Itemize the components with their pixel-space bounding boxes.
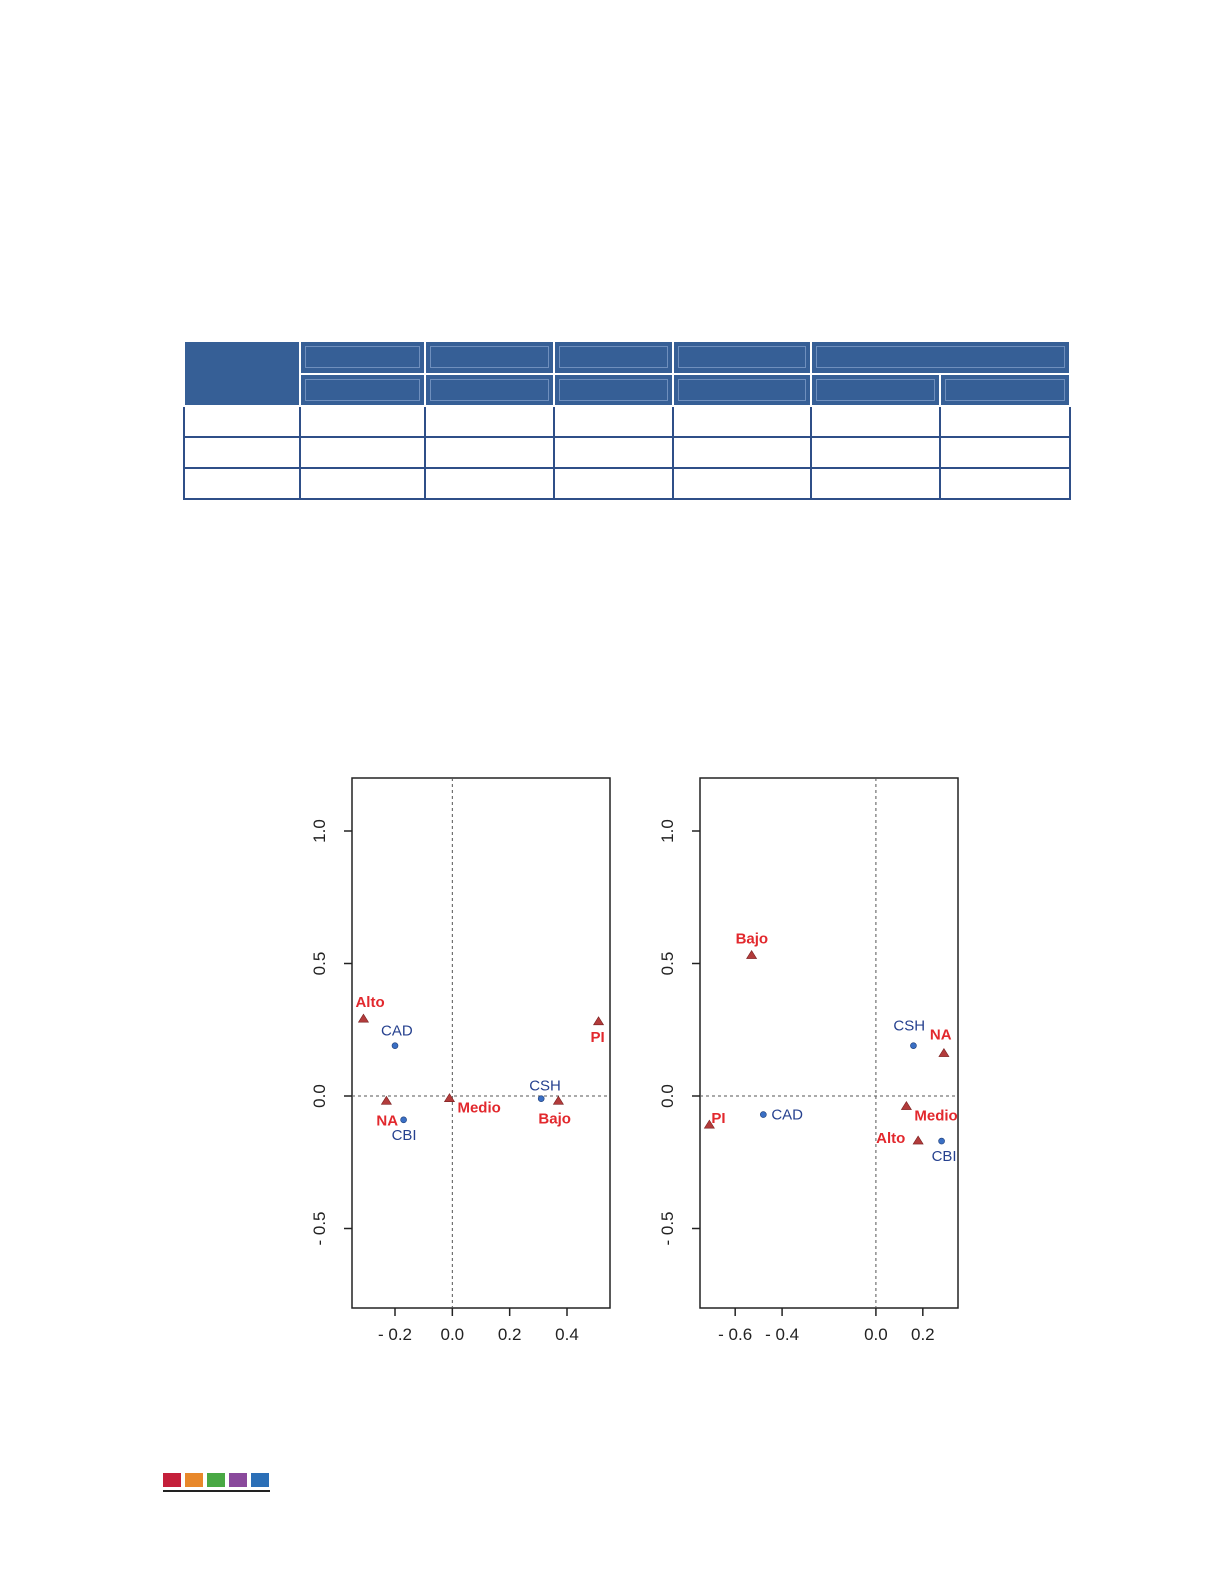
x-tick-label: 0.2 <box>498 1325 522 1344</box>
point-label: CAD <box>381 1023 413 1040</box>
point-medio <box>444 1094 454 1102</box>
chart-panel-1: - 0.2 0.0 0.2 0.4- 0.50.00.51.0AltoNAMedioB… <box>310 778 610 1344</box>
plot-frame <box>700 778 958 1308</box>
x-tick-label: 0.2 <box>911 1325 935 1344</box>
point-cad <box>392 1043 398 1049</box>
y-tick-label: - 0.5 <box>658 1211 677 1245</box>
point-label: PI <box>711 1110 725 1127</box>
footer-square <box>207 1473 225 1487</box>
footer-square <box>229 1473 247 1487</box>
x-tick-label: - 0.4 <box>765 1325 799 1344</box>
point-label: CBI <box>932 1148 957 1165</box>
point-label: CSH <box>529 1078 561 1095</box>
point-medio <box>901 1102 911 1110</box>
point-cbi <box>939 1138 945 1144</box>
plot-frame <box>352 778 610 1308</box>
point-label: Medio <box>914 1108 957 1125</box>
footer-square <box>251 1473 269 1487</box>
point-csh <box>910 1043 916 1049</box>
footer-rule <box>163 1490 270 1492</box>
x-tick-label: - 0.6 <box>718 1325 752 1344</box>
y-tick-label: 0.0 <box>658 1084 677 1108</box>
chart-panel-2: - 0.6 - 0.4 0.0 0.2 - 0.5 0.0 0.5 1.0 Bajo NA Medi… <box>658 778 958 1344</box>
point-cad <box>760 1112 766 1118</box>
point-na <box>939 1049 949 1057</box>
y-tick-label: 0.0 <box>310 1084 329 1108</box>
footer-square <box>163 1473 181 1487</box>
point-csh <box>538 1096 544 1102</box>
point-cbi <box>401 1117 407 1123</box>
point-label: CAD <box>771 1107 803 1124</box>
x-tick-label: - 0.2 <box>378 1325 412 1344</box>
point-alto <box>358 1014 368 1022</box>
y-tick-label: 1.0 <box>310 819 329 843</box>
point-label: Bajo <box>538 1110 571 1127</box>
y-tick-label: 1.0 <box>658 819 677 843</box>
point-label: Alto <box>876 1130 905 1147</box>
point-alto <box>913 1136 923 1144</box>
y-tick-label: 0.5 <box>310 952 329 976</box>
point-label: CBI <box>392 1127 417 1144</box>
point-label: Bajo <box>736 931 769 948</box>
point-bajo <box>747 951 757 959</box>
point-label: PI <box>591 1029 605 1046</box>
y-tick-label: - 0.5 <box>310 1211 329 1245</box>
y-tick-label: 0.5 <box>658 952 677 976</box>
point-label: Medio <box>457 1100 500 1117</box>
footer-square <box>185 1473 203 1487</box>
point-label: CSH <box>893 1018 925 1035</box>
x-tick-label: 0.4 <box>555 1325 579 1344</box>
point-bajo <box>553 1096 563 1104</box>
x-tick-label: 0.0 <box>864 1325 888 1344</box>
point-na <box>381 1096 391 1104</box>
point-label: Alto <box>355 994 384 1011</box>
point-pi <box>594 1017 604 1025</box>
point-label: NA <box>930 1027 952 1044</box>
x-tick-label: 0.0 <box>441 1325 465 1344</box>
